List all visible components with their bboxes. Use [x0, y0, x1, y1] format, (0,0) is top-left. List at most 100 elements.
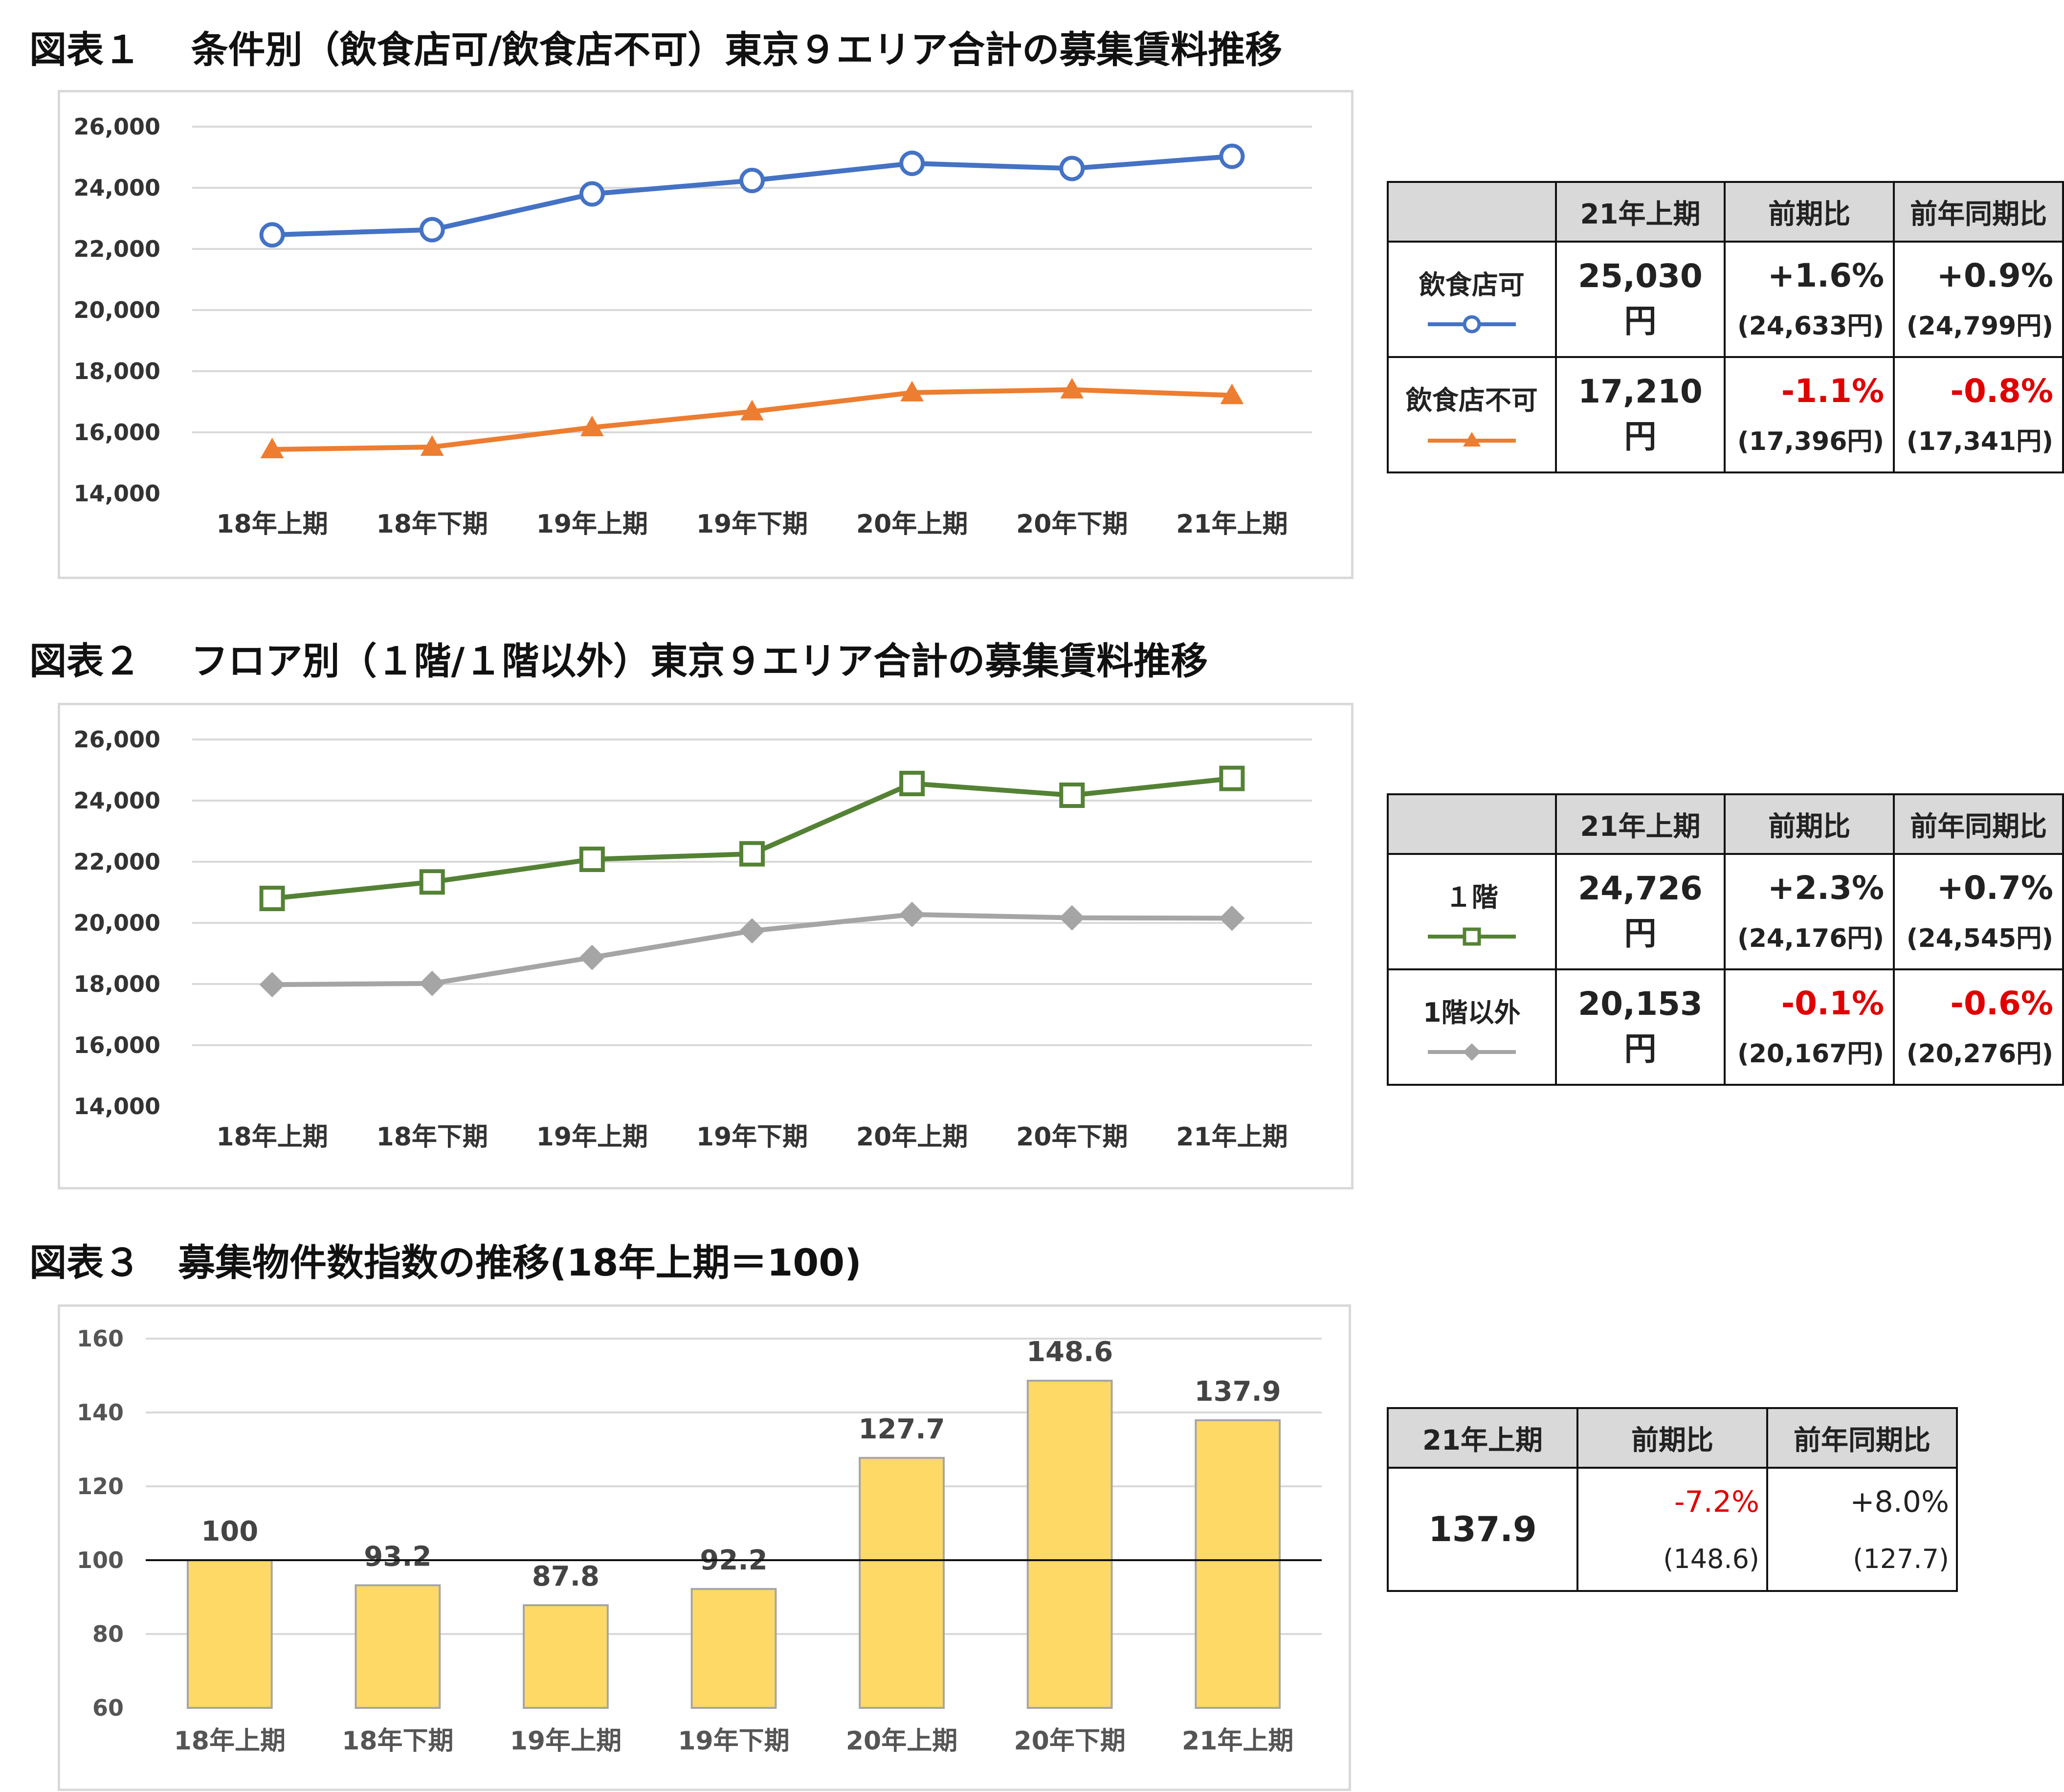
figure1-line-chart: 14,000 16,000 18,000 20,000 22,000 24,000 26,0…	[73, 113, 1312, 539]
x-tick-label: 19年上期	[536, 510, 648, 539]
figure3-title: 図表３ 募集物件数指数の推移(18年上期＝100)	[29, 1241, 862, 1284]
row-label-cell: １階	[1387, 853, 1557, 970]
legend-diamond-marker-icon	[1427, 1043, 1516, 1064]
legend-square-marker-icon	[1427, 927, 1516, 948]
bar	[690, 1588, 777, 1709]
bar-data-label: 148.6	[1026, 1336, 1113, 1368]
qoq-cell: -7.2% (148.6)	[1576, 1467, 1768, 1592]
row-yoy: -0.8%	[1950, 372, 2053, 410]
x-tick-label: 20年上期	[856, 510, 968, 539]
row-qoq: -0.1%	[1781, 985, 1885, 1022]
y-tick-label: 16,000	[73, 419, 160, 446]
table-header-row: 21年上期 前期比 前年同期比	[1387, 181, 2064, 243]
table-header-yoy: 前年同期比	[1766, 1407, 1958, 1469]
data-point	[740, 400, 764, 421]
yoy-prev: (127.7)	[1853, 1543, 1949, 1574]
table-row: 飲食店可 25,030円 +1.6% (24,633円) +0.9% (24,7…	[1387, 241, 2064, 358]
data-point	[580, 416, 604, 436]
data-point	[739, 918, 765, 944]
y-tick-label: 20,000	[73, 297, 160, 323]
x-tick-label: 19年上期	[510, 1726, 621, 1756]
figure2-chart: 14,000 16,000 18,000 20,000 22,000 24,000 26,0…	[58, 703, 1354, 1189]
table-row: １階 24,726円 +2.3% (24,176円) +0.7% (24,545…	[1387, 853, 2064, 970]
x-tick-label: 19年下期	[678, 1726, 789, 1756]
y-tick-label: 18,000	[73, 971, 160, 997]
bar	[186, 1559, 273, 1709]
row-yoy-prev: (17,341円)	[1906, 427, 2053, 456]
data-point	[259, 886, 285, 911]
data-point	[1219, 905, 1245, 931]
y-tick-label: 16,000	[73, 1032, 160, 1058]
figure1-table: 21年上期 前期比 前年同期比 飲食店可 25,030円 +1.6% (24,6…	[1387, 181, 2064, 473]
data-point	[900, 381, 924, 402]
y-tick-label: 22,000	[73, 849, 160, 875]
data-point	[1220, 383, 1244, 404]
table-header-row: 21年上期 前期比 前年同期比	[1387, 1407, 1958, 1469]
data-point	[739, 168, 765, 193]
row-qoq: +2.3%	[1767, 869, 1885, 907]
figure2-table: 21年上期 前期比 前年同期比 １階 24,726円 +2.3% (24,176…	[1387, 793, 2064, 1086]
bar	[355, 1584, 441, 1709]
figure1-title: 図表１ 条件別（飲食店可/飲食店不可）東京９エリア合計の募集賃料推移	[29, 28, 1283, 71]
bar	[1026, 1380, 1113, 1709]
x-tick-label: 18年下期	[377, 510, 488, 539]
y-tick-label: 140	[77, 1399, 124, 1426]
row-label-cell: 1階以外	[1387, 968, 1557, 1086]
row-yoy: +0.9%	[1936, 257, 2053, 294]
x-tick-label: 19年下期	[696, 510, 808, 539]
index-value: 137.9	[1387, 1467, 1578, 1592]
data-point	[739, 841, 765, 867]
bar-data-label: 100	[201, 1516, 258, 1547]
bar-data-label: 87.8	[532, 1561, 599, 1592]
table-row: 137.9 -7.2% (148.6) +8.0% (127.7)	[1387, 1467, 1958, 1592]
table-header-period: 21年上期	[1387, 1407, 1578, 1469]
table-row: 飲食店不可 17,210円 -1.1% (17,396円) -0.8% (17,…	[1387, 356, 2064, 473]
row-qoq-prev: (20,167円)	[1737, 1039, 1885, 1069]
row-value: 17,210円	[1554, 356, 1726, 473]
x-tick-label: 18年上期	[216, 510, 328, 539]
data-point	[419, 970, 445, 996]
table-header-qoq: 前期比	[1724, 181, 1895, 243]
yoy-value: +8.0%	[1850, 1484, 1949, 1519]
figure3-chart: 60 80 100 120 140 160 100 93.2 87.8 92.2 127.7 148.…	[58, 1304, 1351, 1791]
table-header-yoy: 前年同期比	[1893, 181, 2064, 243]
row-label: 1階以外	[1423, 997, 1521, 1028]
data-point	[1059, 783, 1085, 808]
row-label-cell: 飲食店可	[1387, 241, 1557, 358]
row-yoy-prev: (24,545円)	[1906, 924, 2053, 953]
yoy-cell: +8.0% (127.7)	[1766, 1467, 1958, 1592]
data-point	[419, 869, 445, 895]
x-tick-label: 19年下期	[696, 1122, 808, 1152]
row-qoq-prev: (17,396円)	[1737, 427, 1885, 456]
row-value: 25,030円	[1554, 241, 1726, 358]
data-point	[1219, 765, 1245, 791]
y-tick-label: 24,000	[73, 175, 160, 201]
figure2-title: 図表２ フロア別（１階/１階以外）東京９エリア合計の募集賃料推移	[29, 639, 1208, 683]
data-point	[1059, 905, 1085, 931]
x-tick-label: 18年上期	[174, 1726, 286, 1756]
x-tick-label: 21年上期	[1176, 510, 1287, 539]
y-tick-label: 60	[92, 1695, 124, 1721]
row-qoq-cell: +2.3% (24,176円)	[1724, 853, 1895, 970]
legend-triangle-marker-icon	[1427, 431, 1516, 451]
table-header-corner	[1387, 793, 1557, 855]
bar	[859, 1456, 945, 1709]
table-header-qoq: 前期比	[1576, 1407, 1768, 1469]
row-yoy: +0.7%	[1936, 869, 2053, 907]
figure3-bar-chart: 608010012014016010093.287.892.2127.7148.…	[77, 1325, 1322, 1756]
y-tick-label: 160	[77, 1325, 124, 1352]
data-point	[420, 435, 444, 456]
table-header-corner	[1387, 181, 1557, 243]
bar-data-label: 137.9	[1195, 1376, 1281, 1408]
x-tick-label: 20年上期	[846, 1726, 957, 1756]
data-point	[579, 847, 605, 872]
y-tick-label: 80	[92, 1621, 124, 1647]
bar	[1195, 1419, 1281, 1709]
y-tick-label: 100	[77, 1547, 124, 1573]
row-yoy-prev: (24,799円)	[1906, 312, 2053, 341]
figure3-table: 21年上期 前期比 前年同期比 137.9 -7.2% (148.6) +8.0…	[1387, 1407, 1958, 1592]
data-point	[259, 972, 285, 998]
row-yoy-cell: +0.9% (24,799円)	[1893, 241, 2064, 358]
row-yoy: -0.6%	[1950, 985, 2053, 1022]
x-tick-label: 21年上期	[1176, 1122, 1287, 1152]
